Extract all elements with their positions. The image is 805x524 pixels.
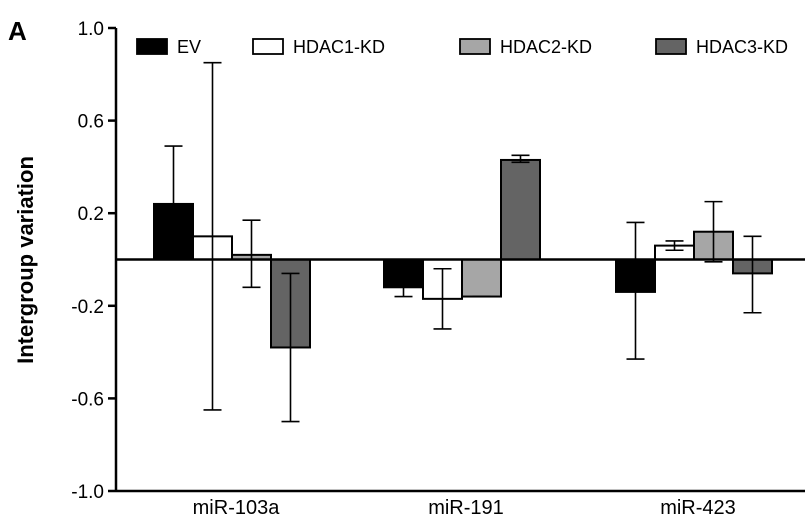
bar-ev-mir-191	[383, 258, 424, 289]
panel-label: A	[8, 16, 27, 46]
y-tick-label: -1.0	[71, 482, 104, 503]
legend-label: HDAC3-KD	[696, 37, 788, 57]
bar-hdac2-kd-mir-191	[461, 258, 502, 298]
legend: EV HDAC1-KD HDAC2-KD HDAC3-KD	[136, 37, 788, 57]
legend-swatch-ev	[136, 38, 168, 55]
legend-label: EV	[177, 37, 201, 57]
y-tick-label: 0.6	[78, 112, 104, 133]
bar-hdac3-kd-mir-191	[500, 158, 541, 261]
y-tick-label: 1.0	[78, 19, 104, 40]
y-tick-label: 0.2	[78, 204, 104, 225]
legend-swatch-hdac3-kd	[655, 38, 687, 55]
x-tick-label: miR-103a	[193, 497, 281, 519]
plot-area: 1.0 0.6 0.2 -0.2 -0.6 -1.0 miR-103a miR-191 miR-…	[71, 19, 805, 519]
y-tick-label: -0.2	[71, 297, 104, 318]
legend-swatch-hdac2-kd	[459, 38, 491, 55]
legend-label: HDAC1-KD	[293, 37, 385, 57]
x-tick-label: miR-191	[428, 497, 504, 519]
y-tick-label: -0.6	[71, 389, 104, 410]
x-tick-label: miR-423	[660, 497, 736, 519]
legend-swatch-hdac1-kd	[252, 38, 284, 55]
y-axis-label: Intergroup variation	[13, 156, 38, 364]
legend-label: HDAC2-KD	[500, 37, 592, 57]
